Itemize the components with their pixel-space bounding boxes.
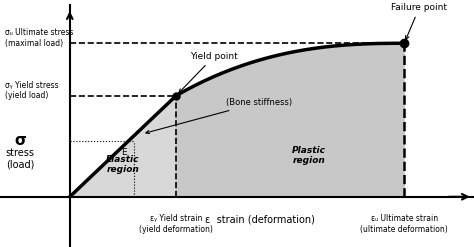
Text: E: E (121, 148, 127, 157)
Text: Elastic
region: Elastic region (106, 155, 140, 174)
Text: σᵤ Ultimate stress
(maximal load): σᵤ Ultimate stress (maximal load) (5, 28, 73, 48)
Text: εᵧ Yield strain
(yield deformation): εᵧ Yield strain (yield deformation) (139, 214, 213, 234)
Text: Yield point: Yield point (179, 52, 238, 93)
Text: σᵧ Yield stress
(yield load): σᵧ Yield stress (yield load) (5, 81, 59, 100)
Polygon shape (70, 96, 176, 197)
Text: stress
(load): stress (load) (6, 148, 35, 169)
Text: σ: σ (14, 133, 27, 148)
Text: (Bone stiffness): (Bone stiffness) (146, 98, 292, 134)
Text: Plastic
region: Plastic region (292, 146, 326, 165)
Text: εᵤ Ultimate strain
(ultimate deformation): εᵤ Ultimate strain (ultimate deformation… (360, 214, 448, 234)
Text: ε  strain (deformation): ε strain (deformation) (205, 214, 315, 224)
Text: Failure point: Failure point (392, 3, 447, 40)
Polygon shape (176, 43, 404, 197)
